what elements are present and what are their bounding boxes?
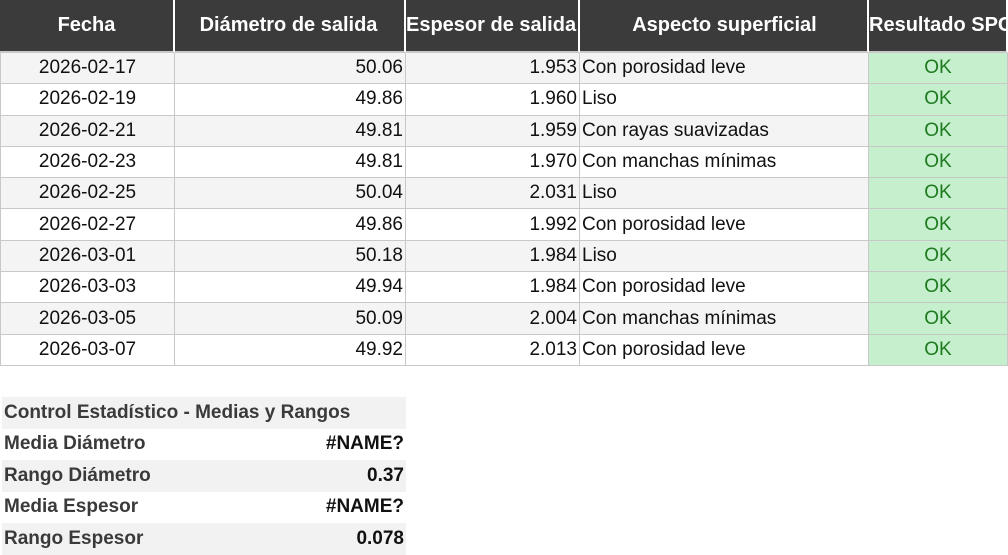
cell-thickness[interactable]: 1.959 [406,115,580,147]
summary-value: #NAME? [325,433,404,455]
cell-surface[interactable]: Con porosidad leve [580,272,869,304]
cell-date[interactable]: 2026-02-27 [0,209,175,241]
summary-label: Rango Diámetro [4,464,151,486]
cell-thickness[interactable]: 1.960 [406,84,580,116]
cell-surface[interactable]: Con manchas mínimas [580,303,869,335]
summary-label: Rango Espesor [4,527,144,549]
cell-surface[interactable]: Liso [580,240,869,273]
cell-date[interactable]: 2026-03-03 [0,272,175,304]
cell-result[interactable]: OK [869,115,1008,147]
cell-date[interactable]: 2026-03-05 [0,303,175,335]
cell-date[interactable]: 2026-02-23 [0,146,175,179]
header-diameter[interactable]: Diámetro de salida [175,0,406,53]
cell-result[interactable]: OK [869,146,1008,179]
cell-result[interactable]: OK [869,303,1008,335]
cell-diameter[interactable]: 50.09 [175,303,406,335]
table-row: 2026-03-05 50.09 2.004 Con manchas mínimas O… [0,303,1008,335]
table-row: 2026-02-25 50.04 2.031 Liso OK [0,178,1008,210]
summary-value: 0.37 [367,464,404,486]
cell-surface[interactable]: Con manchas mínimas [580,146,869,179]
cell-surface[interactable]: Con porosidad leve [580,53,869,85]
cell-thickness[interactable]: 1.992 [406,209,580,241]
summary-title-row[interactable]: Control Estadístico - Medias y Rangos [2,397,406,429]
table-body: 2026-02-17 50.06 1.953 Con porosidad leve OK… [0,53,1008,366]
header-date[interactable]: Fecha [0,0,175,53]
table-row: 2026-03-03 49.94 1.984 Con porosidad leve OK [0,272,1008,304]
table-row: 2026-02-19 49.86 1.960 Liso OK [0,84,1008,116]
cell-date[interactable]: 2026-02-17 [0,53,175,85]
cell-surface[interactable]: Con porosidad leve [580,334,869,366]
cell-date[interactable]: 2026-03-01 [0,240,175,273]
header-row: Fecha Diámetro de salida Espesor de sali… [0,0,1008,53]
cell-result[interactable]: OK [869,178,1008,210]
cell-surface[interactable]: Con porosidad leve [580,209,869,241]
summary-row[interactable]: Media Espesor #NAME? [2,492,406,524]
cell-thickness[interactable]: 1.984 [406,240,580,273]
summary-row[interactable]: Rango Espesor 0.078 [2,523,406,555]
cell-result[interactable]: OK [869,53,1008,85]
header-surface[interactable]: Aspecto superficial [580,0,869,53]
table-row: 2026-02-17 50.06 1.953 Con porosidad leve OK [0,53,1008,85]
summary-value: #NAME? [325,496,404,518]
spc-table: Fecha Diámetro de salida Espesor de sali… [0,0,1008,366]
table-row: 2026-03-07 49.92 2.013 Con porosidad leve OK [0,334,1008,366]
summary-value: 0.078 [356,527,404,549]
cell-surface[interactable]: Liso [580,84,869,116]
cell-diameter[interactable]: 49.94 [175,272,406,304]
summary-row[interactable]: Media Diámetro #NAME? [2,429,406,461]
cell-diameter[interactable]: 49.81 [175,146,406,179]
cell-thickness[interactable]: 1.953 [406,53,580,85]
cell-result[interactable]: OK [869,209,1008,241]
cell-diameter[interactable]: 49.81 [175,115,406,147]
table-row: 2026-03-01 50.18 1.984 Liso OK [0,240,1008,273]
cell-thickness[interactable]: 2.004 [406,303,580,335]
cell-result[interactable]: OK [869,272,1008,304]
cell-thickness[interactable]: 2.013 [406,334,580,366]
cell-date[interactable]: 2026-02-21 [0,115,175,147]
cell-diameter[interactable]: 49.86 [175,84,406,116]
cell-surface[interactable]: Con rayas suavizadas [580,115,869,147]
summary-label: Media Diámetro [4,433,146,455]
cell-diameter[interactable]: 50.04 [175,178,406,210]
cell-date[interactable]: 2026-02-19 [0,84,175,116]
cell-result[interactable]: OK [869,240,1008,273]
table-row: 2026-02-27 49.86 1.992 Con porosidad leve OK [0,209,1008,241]
summary-items: Media Diámetro #NAME? Rango Diámetro 0.37 Me… [2,429,406,555]
header-thickness[interactable]: Espesor de salida [406,0,580,53]
summary-title: Control Estadístico - Medias y Rangos [4,401,351,423]
cell-result[interactable]: OK [869,84,1008,116]
cell-thickness[interactable]: 1.970 [406,146,580,179]
spc-summary: Control Estadístico - Medias y Rangos Me… [2,397,406,555]
cell-diameter[interactable]: 49.92 [175,334,406,366]
cell-date[interactable]: 2026-03-07 [0,334,175,366]
cell-result[interactable]: OK [869,334,1008,366]
table-row: 2026-02-23 49.81 1.970 Con manchas mínimas O… [0,146,1008,179]
cell-surface[interactable]: Liso [580,178,869,210]
cell-diameter[interactable]: 49.86 [175,209,406,241]
cell-diameter[interactable]: 50.06 [175,53,406,85]
summary-label: Media Espesor [4,496,139,518]
header-result[interactable]: Resultado SPC [869,0,1008,53]
cell-thickness[interactable]: 2.031 [406,178,580,210]
cell-date[interactable]: 2026-02-25 [0,178,175,210]
summary-row[interactable]: Rango Diámetro 0.37 [2,460,406,492]
cell-diameter[interactable]: 50.18 [175,240,406,273]
table-row: 2026-02-21 49.81 1.959 Con rayas suavizadas… [0,115,1008,147]
cell-thickness[interactable]: 1.984 [406,272,580,304]
